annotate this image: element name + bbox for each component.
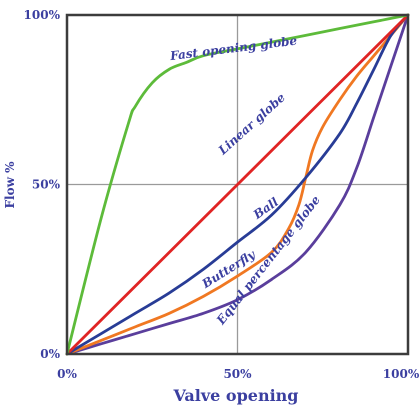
x-tick-label: 100% [383, 367, 420, 381]
series-label: Fast opening globe [168, 34, 298, 64]
y-tick-label: 100% [24, 8, 61, 22]
series-line-linear-globe [65, 13, 410, 356]
series-line-fast-opening-globe [65, 13, 410, 356]
x-tick-label: 50% [223, 367, 252, 381]
y-axis-title: Flow % [3, 161, 17, 209]
series-layer [65, 13, 410, 356]
series-label: Linear globe [215, 90, 288, 158]
y-tick-label: 50% [32, 178, 61, 192]
x-axis-title: Valve opening [172, 386, 298, 405]
plot-area-frame [65, 13, 410, 356]
series-line-butterfly [65, 13, 410, 356]
series-line-equal-percentage-globe [65, 13, 410, 356]
x-tick-label: 0% [57, 367, 77, 381]
y-tick-label: 0% [40, 347, 60, 361]
series-label: Ball [250, 195, 281, 223]
series-line-ball [65, 13, 410, 356]
tick-labels: 0% 50% 100% 0% 50% 100% [24, 8, 420, 381]
